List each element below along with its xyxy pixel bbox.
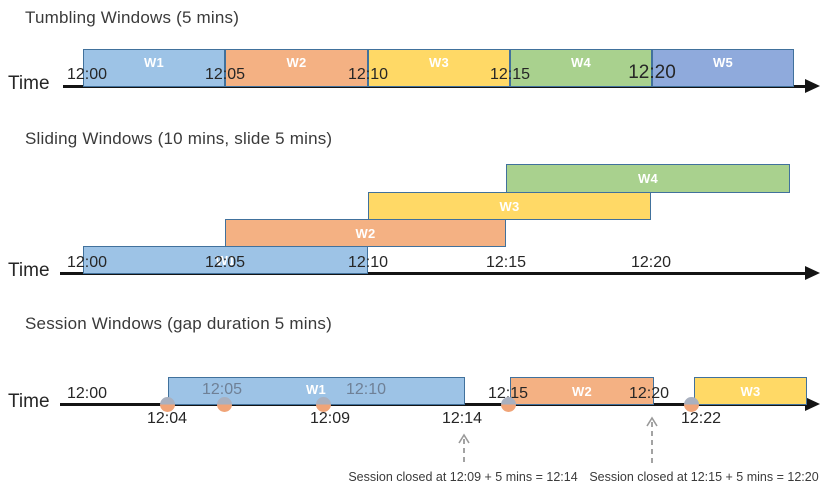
section-title: Session Windows (gap duration 5 mins) xyxy=(25,314,332,333)
axis-tick: 12:00 xyxy=(66,385,108,402)
window-label: W3 xyxy=(428,55,450,70)
window-label: W3 xyxy=(499,198,520,214)
tumbling-w2: W2 xyxy=(225,49,368,87)
event-dot xyxy=(684,397,699,412)
axis-tick: 12:05 xyxy=(204,254,246,271)
sliding-w2: W2 xyxy=(225,219,506,247)
time-axis-label: Time xyxy=(8,260,50,281)
window-label: W4 xyxy=(570,55,592,70)
axis-arrowhead-icon xyxy=(805,397,820,411)
timeline-axis xyxy=(60,272,808,275)
tumbling-w4: W4 xyxy=(510,49,652,87)
sliding-w1: W1 xyxy=(83,246,368,274)
session-close-arrow-icon xyxy=(458,433,470,463)
window-label: W1 xyxy=(215,252,236,268)
event-time-label: 12:04 xyxy=(146,410,188,427)
event-time-label: 12:14 xyxy=(441,410,483,427)
event-time-label: 12:09 xyxy=(309,410,351,427)
window-label: W2 xyxy=(355,225,376,241)
session-w2: W2 xyxy=(510,377,654,405)
event-dot xyxy=(316,397,331,412)
axis-tick: 12:20 xyxy=(628,385,670,402)
axis-tick: 12:15 xyxy=(485,254,527,271)
axis-tick: 12:20 xyxy=(630,254,672,271)
session-close-arrow-icon xyxy=(646,416,658,463)
axis-tick: 12:10 xyxy=(347,254,389,271)
axis-tick: 12:15 xyxy=(489,66,531,83)
event-dot xyxy=(501,397,516,412)
section-title: Sliding Windows (10 mins, slide 5 mins) xyxy=(25,129,333,148)
axis-arrowhead-icon xyxy=(805,266,820,280)
axis-tick: 12:15 xyxy=(487,385,529,402)
axis-tick: 12:00 xyxy=(66,254,108,271)
window-label: W2 xyxy=(571,383,593,399)
axis-tick: 12:10 xyxy=(347,66,389,83)
window-label: W1 xyxy=(143,55,165,70)
window-label: W4 xyxy=(637,171,659,186)
event-time-label: 12:22 xyxy=(680,410,722,427)
session-w3: W3 xyxy=(694,377,807,405)
axis-tick: 12:05 xyxy=(204,66,246,83)
axis-tick: 12:00 xyxy=(66,66,108,83)
window-label: W3 xyxy=(740,383,761,399)
event-dot xyxy=(217,397,232,412)
axis-arrowhead-icon xyxy=(805,79,820,93)
time-axis-label: Time xyxy=(8,73,50,94)
session-close-note: Session closed at 12:09 + 5 mins = 12:14 xyxy=(348,470,578,484)
sliding-w3: W3 xyxy=(368,192,651,220)
tumbling-w5: W5 xyxy=(652,49,794,87)
axis-tick: 12:20 xyxy=(628,62,676,83)
window-label: W2 xyxy=(286,55,307,70)
event-dot xyxy=(160,397,175,412)
time-axis-label: Time xyxy=(8,391,50,412)
tumbling-w3: W3 xyxy=(368,49,510,87)
session-close-note: Session closed at 12:15 + 5 mins = 12:20 xyxy=(589,470,819,484)
window-label: W5 xyxy=(712,55,734,70)
sliding-w4: W4 xyxy=(506,164,790,193)
tumbling-w1: W1 xyxy=(83,49,225,87)
section-title: Tumbling Windows (5 mins) xyxy=(25,8,240,27)
axis-tick: 12:10 xyxy=(345,381,387,398)
axis-tick: 12:05 xyxy=(201,381,243,398)
window-label: W1 xyxy=(305,382,327,397)
